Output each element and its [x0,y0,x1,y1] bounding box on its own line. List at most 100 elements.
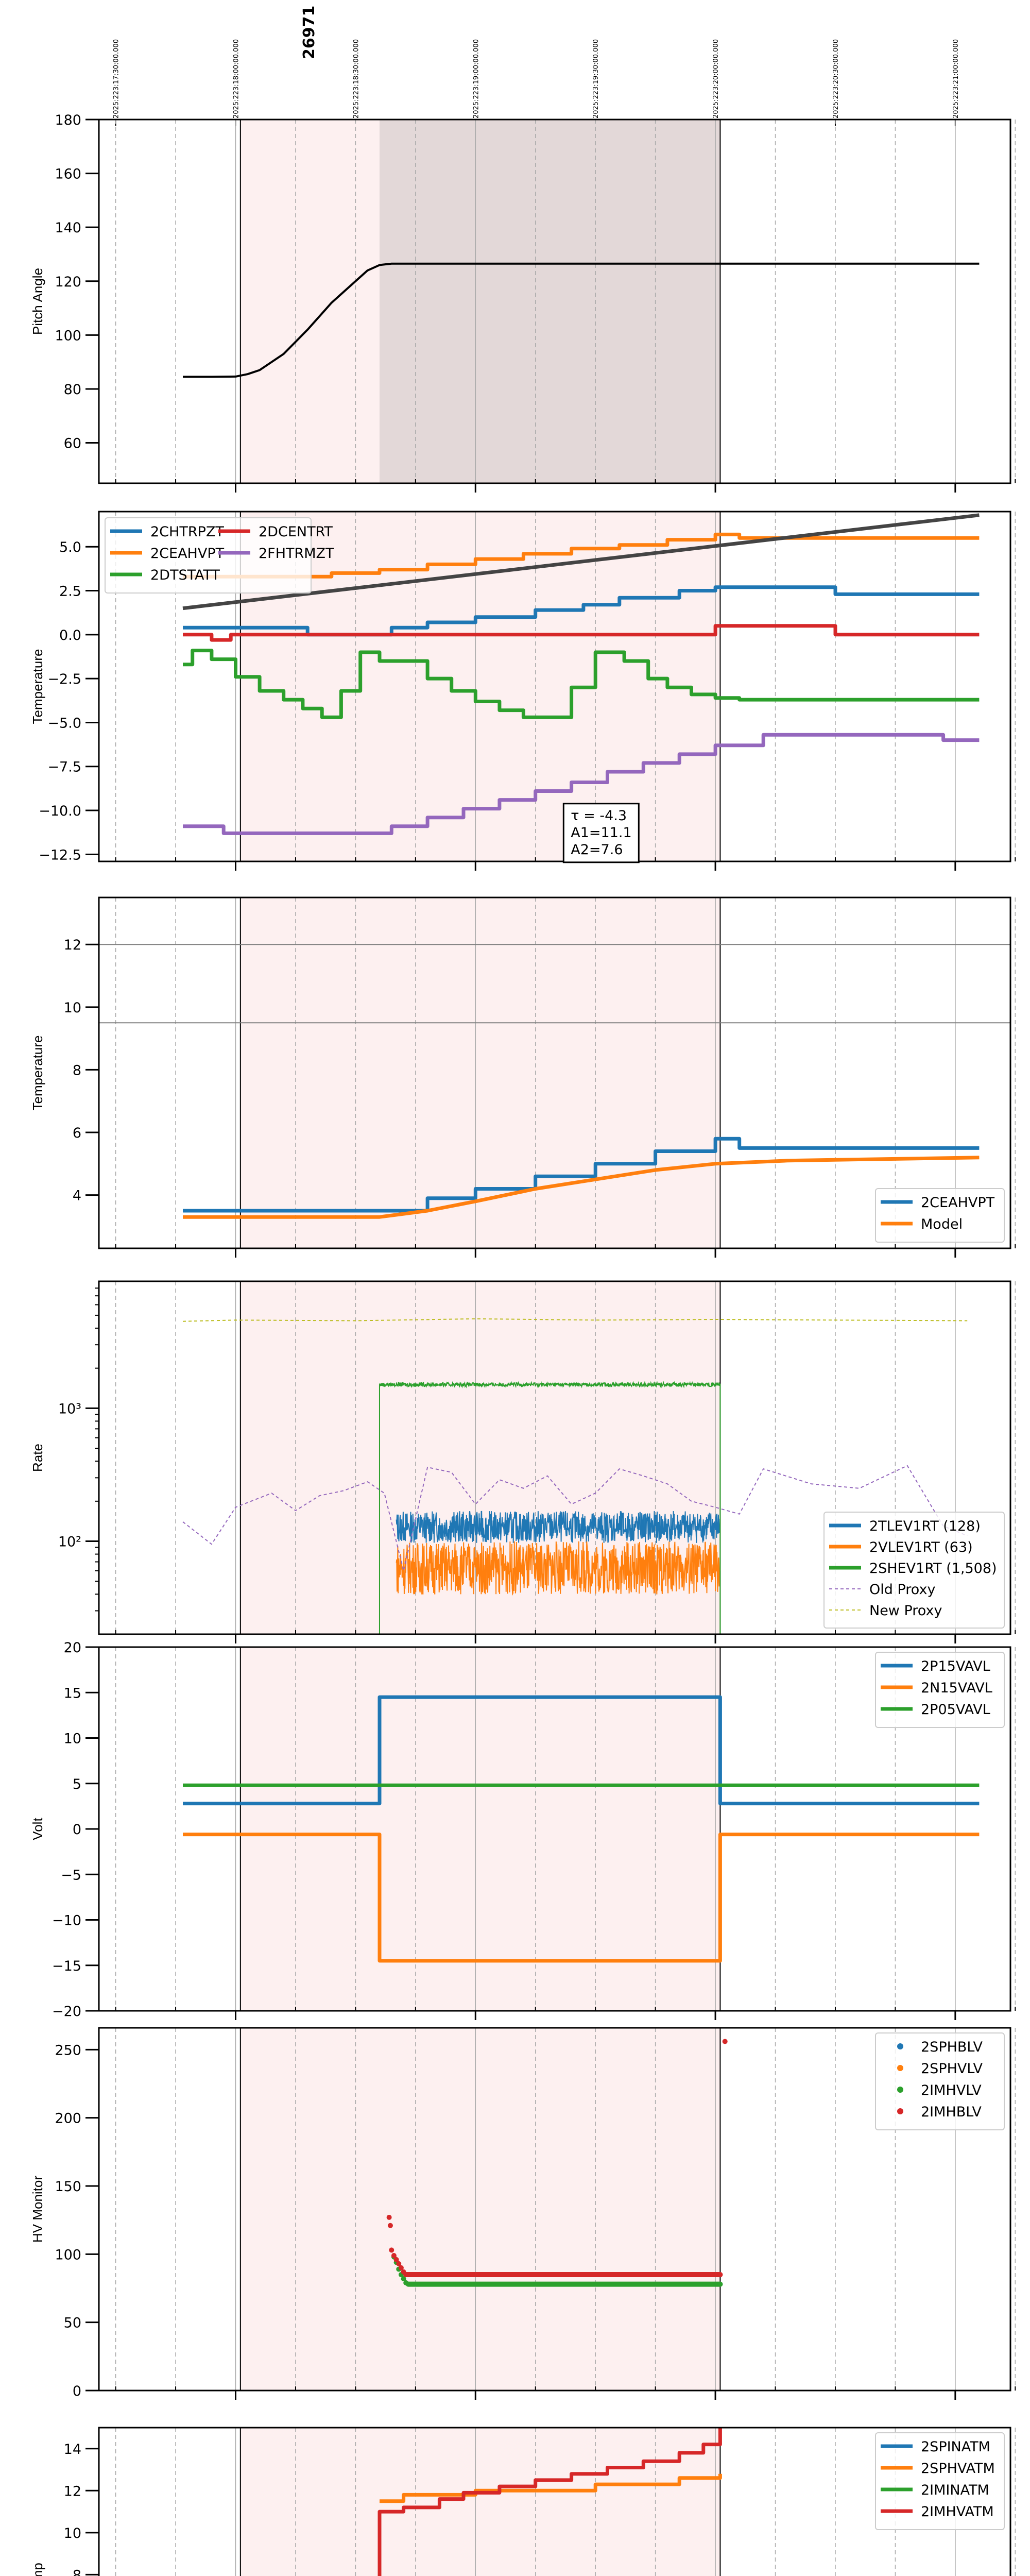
legend-label: 2DTSTATT [150,567,220,583]
y-tick-label: −5 [61,1867,81,1883]
y-tick-label: 5.0 [59,539,81,555]
plot-frame [98,511,1011,862]
legend-label: 2TLEV1RT (128) [869,1518,981,1534]
y-tick-label: 12 [64,937,81,953]
legend-label: 2DCENTRT [259,524,333,540]
y-tick-label: 200 [55,2111,81,2127]
y-tick-label: 10² [58,1534,81,1550]
data-point [389,2247,394,2253]
legend-label: 2IMINATM [921,2482,989,2498]
legend-marker [897,2043,903,2049]
data-point [386,2214,392,2220]
legend-label: Model [921,1216,963,1232]
y-tick-label: 8 [73,1062,81,1078]
y-axis-label: Temperature [30,1036,45,1111]
y-tick-label: 10³ [58,1401,81,1417]
plot-frame [98,118,1011,484]
legend-label: 2P15VAVL [921,1658,990,1674]
series-line [183,1137,980,1213]
y-tick-label: 180 [55,112,81,128]
y-axis-label: Volt [30,1818,45,1840]
legend-label: 2SHEV1RT (1,508) [869,1561,997,1577]
y-tick-label: 10 [64,2526,81,2541]
plot-frame [98,2427,1011,2576]
series-line [183,1695,980,1806]
series-line [182,1318,968,1322]
y-tick-label: 10 [64,1000,81,1016]
data-point [387,2223,393,2228]
y-tick-label: 15 [64,1685,81,1701]
series-line [183,624,980,642]
data-point [393,2257,399,2262]
y-tick-label: −12.5 [39,847,81,863]
series-line [183,532,980,579]
y-tick-label: 10 [64,1731,81,1747]
panel-temperature: −12.5 −10.0 −7.5 −5.0 −2.5 0.0 2.5 5.0 Temperatu… [30,511,1016,871]
legend-label: 2SPHBLV [921,2039,983,2055]
annotation-line: A1=11.1 [571,825,631,841]
legend-label: 2SPHVLV [921,2061,983,2077]
legend-box [105,517,312,594]
top-time-label: 2025:223:19:00:00.000 [472,39,480,118]
legend-label: 2P05VAVL [921,1702,990,1718]
y-tick-label: 50 [64,2315,81,2331]
panel-ceahvpt-model: 4 6 8 10 12 Temperature 2CEAHVPT Model [30,896,1016,1258]
series-line [182,1465,968,1571]
series-line [183,1156,980,1219]
fit-annotation: τ = -4.3A1=11.1A2=7.6 [562,803,640,863]
y-axis-label: Temperature [30,649,45,724]
plot-frame [98,1280,1011,1635]
data-point [391,2252,397,2258]
legend-marker [897,2087,903,2093]
y-tick-label: 140 [55,220,81,236]
plot-frame [98,896,1011,1249]
legend-label: 2N15VAVL [921,1680,992,1696]
y-axis-label: HV Monitor [30,2176,45,2243]
top-time-label: 2025:223:19:30:00.000 [592,39,600,118]
data-point [398,2265,404,2270]
legend-label: Old Proxy [869,1582,935,1598]
observation-shade [240,512,720,861]
y-tick-label: 100 [55,328,81,344]
y-tick-label: −2.5 [47,671,81,687]
top-time-label: 2025:223:17:30:00.000 [113,39,121,118]
legend-label: 2CEAHVPT [921,1195,995,1211]
y-axis-label: Detector Temp [30,2563,45,2576]
series-line [379,1380,721,1634]
legend-label: 2SPINATM [921,2439,990,2455]
y-tick-label: −10 [52,1913,81,1929]
legend-label: 2CHTRPZT [150,524,224,540]
panel-rate: 10² 10³ Rate 2TLEV1RT (128) 2VLEV1RT (63) 2SH… [30,1280,1016,1643]
y-tick-label: 2.5 [59,584,81,600]
legend-box [823,1512,1005,1629]
plot-frame [98,2027,1011,2392]
y-tick-label: 8 [73,2567,81,2576]
y-tick-label: 100 [55,2247,81,2263]
y-tick-label: 160 [55,166,81,182]
series-line [396,1541,721,1596]
top-time-labels: 2025:223:17:30:00.000 2025:223:18:00:00.0… [113,39,960,126]
series-line [183,262,980,378]
series-line [183,585,980,637]
legend-label: 2IMHVATM [921,2504,994,2520]
legend: 2SPHBLV 2SPHVLV 2IMHVLV 2IMHBLV [875,2032,1005,2130]
y-tick-label: 60 [64,436,81,452]
legend-label: 2IMHBLV [921,2104,982,2120]
observation-shade [240,1281,720,1634]
y-tick-label: 250 [55,2042,81,2058]
legend-box [875,2032,1005,2130]
y-tick-label: 4 [73,1188,81,1204]
y-tick-label: 150 [55,2179,81,2195]
observation-shade [240,897,720,1248]
series-line [183,649,980,719]
legend-label: 2SPHVATM [921,2461,995,2477]
y-tick-label: −15 [52,1958,81,1974]
figure-title: 26971 HRC-I [300,0,318,59]
y-axis-label: Rate [30,1444,45,1472]
y-axis-label: Pitch Angle [30,268,45,335]
series-line [182,513,980,611]
y-tick-label: 12 [64,2483,81,2499]
